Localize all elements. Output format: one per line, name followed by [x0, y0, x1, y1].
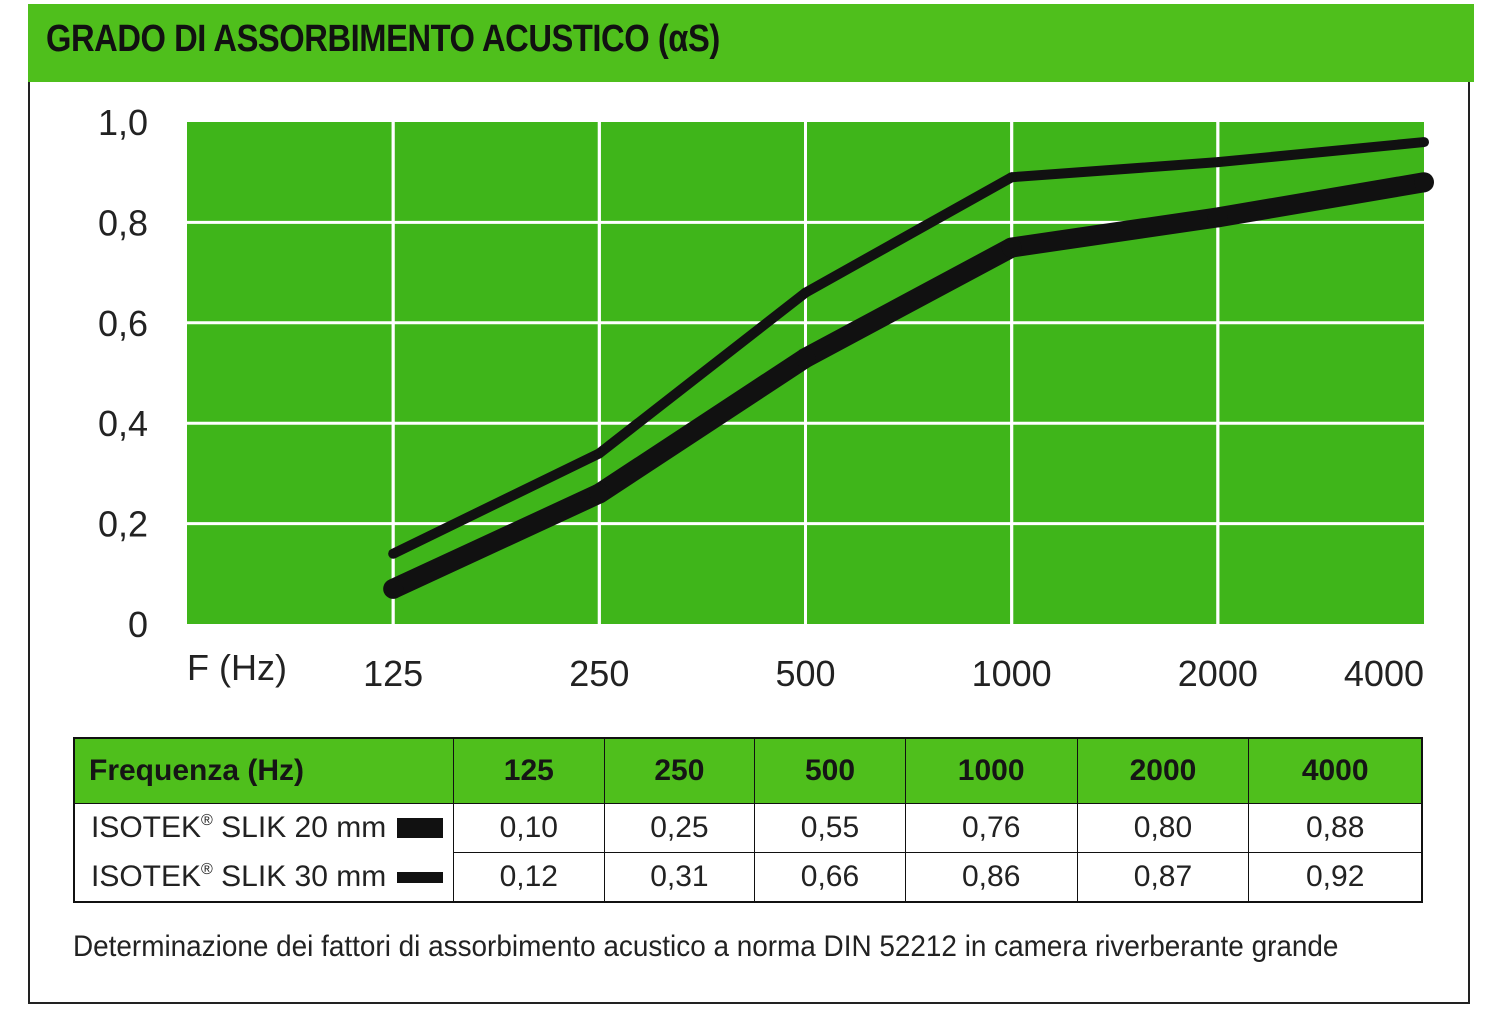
table-header-cell: 2000	[1076, 737, 1250, 804]
data-point	[388, 548, 399, 559]
data-point	[795, 347, 816, 368]
data-point	[1419, 137, 1429, 148]
registered-mark: ®	[201, 812, 213, 830]
table-cell: 0,25	[603, 803, 756, 853]
x-tick-label: 250	[569, 653, 629, 694]
data-point	[1414, 172, 1434, 193]
data-table: Frequenza (Hz) 125 250 500 1000 2000 400…	[73, 737, 1423, 903]
table-cell: 0,12	[453, 852, 605, 903]
table-header-cell: 250	[603, 737, 756, 804]
y-tick-label: 0,8	[98, 202, 148, 243]
series-lines	[383, 137, 1434, 599]
y-tick-label: 0,6	[98, 303, 148, 344]
table-cell: 0,88	[1248, 803, 1423, 853]
table-cell: 0,87	[1076, 852, 1250, 903]
x-axis-label: F (Hz)	[187, 647, 287, 688]
table-row: ISOTEK® SLIK 20 mm 0,10 0,25 0,55 0,76 0…	[73, 803, 1423, 853]
table-header-row: Frequenza (Hz) 125 250 500 1000 2000 400…	[73, 737, 1423, 804]
data-point	[1006, 172, 1017, 183]
table-cell: 0,80	[1076, 803, 1250, 853]
y-tick-label: 0,4	[98, 403, 148, 444]
row-name: ISOTEK® SLIK 20 mm	[73, 803, 454, 853]
product-suffix: SLIK 20 mm	[212, 811, 387, 845]
table-header-cell: 500	[754, 737, 906, 804]
table-cell: 0,86	[904, 852, 1078, 903]
y-axis: 0 0,2 0,4 0,6 0,8 1,0	[98, 102, 148, 645]
product-suffix: SLIK 30 mm	[212, 859, 387, 893]
data-point	[594, 448, 605, 459]
table-cell: 0,31	[603, 852, 756, 903]
product-name: ISOTEK	[91, 859, 202, 893]
registered-mark: ®	[201, 860, 213, 878]
legend-swatch-thick	[397, 818, 443, 839]
data-point	[1001, 237, 1022, 258]
absorption-chart: 0 0,2 0,4 0,6 0,8 1,0 125 250 500 1000 2000 4000 F…	[98, 102, 1434, 694]
table-header-cell: 1000	[904, 737, 1078, 804]
series-line	[388, 172, 1426, 598]
row-name: ISOTEK® SLIK 30 mm	[73, 852, 454, 903]
table-header-cell: 125	[453, 737, 605, 804]
footnote: Determinazione dei fattori di assorbimen…	[73, 930, 1339, 963]
title-bar: GRADO DI ASSORBIMENTO ACUSTICO (αS)	[28, 4, 1474, 82]
table-row: ISOTEK® SLIK 30 mm 0,12 0,31 0,66 0,86 0…	[73, 852, 1423, 903]
series-line	[390, 137, 1425, 559]
data-point	[589, 483, 610, 504]
x-tick-label: 500	[775, 653, 835, 694]
table-cell: 0,76	[904, 803, 1078, 853]
product-name: ISOTEK	[91, 811, 202, 845]
table-cell: 0,66	[754, 852, 906, 903]
table-cell: 0,55	[754, 803, 906, 853]
legend-swatch-thin	[397, 871, 443, 883]
x-tick-label: 125	[363, 653, 423, 694]
table-cell: 0,10	[453, 803, 605, 853]
data-point	[1212, 157, 1223, 168]
x-tick-label: 2000	[1178, 653, 1258, 694]
data-point	[800, 287, 811, 298]
x-tick-label: 4000	[1344, 653, 1424, 694]
table-header-label: Frequenza (Hz)	[73, 737, 454, 804]
chart-title: GRADO DI ASSORBIMENTO ACUSTICO (αS)	[46, 18, 720, 60]
y-tick-label: 0,2	[98, 504, 148, 545]
y-tick-label: 0	[128, 604, 148, 645]
data-point	[383, 578, 404, 599]
grid	[187, 122, 1424, 624]
table-cell: 0,92	[1248, 852, 1423, 903]
data-point	[1207, 207, 1228, 228]
x-axis: 125 250 500 1000 2000 4000	[363, 653, 1424, 694]
y-tick-label: 1,0	[98, 102, 148, 143]
table-header-cell: 4000	[1248, 737, 1423, 804]
x-tick-label: 1000	[972, 653, 1052, 694]
